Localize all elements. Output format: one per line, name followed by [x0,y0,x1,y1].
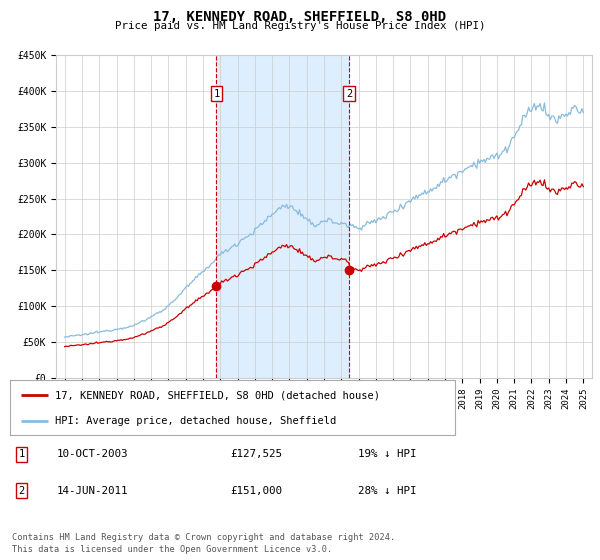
Text: 17, KENNEDY ROAD, SHEFFIELD, S8 0HD (detached house): 17, KENNEDY ROAD, SHEFFIELD, S8 0HD (det… [55,390,380,400]
Text: 14-JUN-2011: 14-JUN-2011 [56,486,128,496]
Text: 17, KENNEDY ROAD, SHEFFIELD, S8 0HD: 17, KENNEDY ROAD, SHEFFIELD, S8 0HD [154,10,446,24]
Text: 19% ↓ HPI: 19% ↓ HPI [358,449,416,459]
Text: 1: 1 [214,89,220,99]
Text: 28% ↓ HPI: 28% ↓ HPI [358,486,416,496]
Text: 1: 1 [19,449,25,459]
Text: 2: 2 [19,486,25,496]
Text: This data is licensed under the Open Government Licence v3.0.: This data is licensed under the Open Gov… [12,545,332,554]
Text: Price paid vs. HM Land Registry's House Price Index (HPI): Price paid vs. HM Land Registry's House … [115,21,485,31]
Text: HPI: Average price, detached house, Sheffield: HPI: Average price, detached house, Shef… [55,416,336,426]
Text: Contains HM Land Registry data © Crown copyright and database right 2024.: Contains HM Land Registry data © Crown c… [12,533,395,542]
Text: £151,000: £151,000 [230,486,283,496]
Text: 10-OCT-2003: 10-OCT-2003 [56,449,128,459]
Text: £127,525: £127,525 [230,449,283,459]
Bar [217,55,349,378]
Text: 2: 2 [346,89,352,99]
